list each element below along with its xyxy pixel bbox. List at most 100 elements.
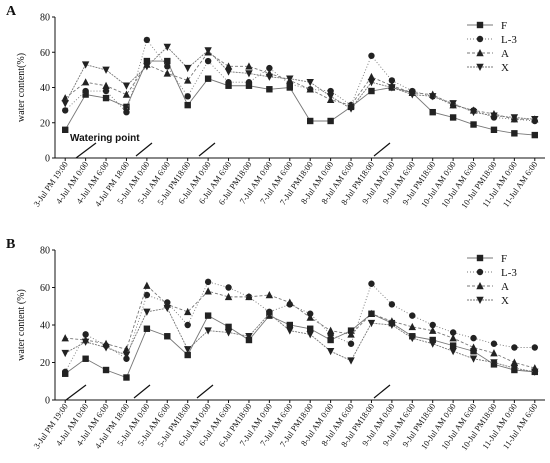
marker xyxy=(409,312,416,319)
marker xyxy=(62,126,69,133)
y-tick-label: 40 xyxy=(40,83,50,94)
marker xyxy=(184,307,192,316)
marker xyxy=(286,75,294,83)
marker xyxy=(143,281,151,289)
marker xyxy=(225,82,232,89)
marker xyxy=(347,340,355,347)
y-axis-label: water content(%) xyxy=(16,53,27,122)
marker xyxy=(184,321,191,329)
marker xyxy=(408,91,416,99)
marker xyxy=(102,366,110,374)
arrow xyxy=(135,142,153,157)
marker xyxy=(470,348,477,355)
marker xyxy=(123,108,130,116)
marker xyxy=(225,323,232,331)
marker xyxy=(123,374,130,381)
marker xyxy=(224,68,233,76)
marker xyxy=(245,70,253,78)
marker xyxy=(368,52,375,59)
series-line xyxy=(64,60,535,136)
marker xyxy=(367,79,376,87)
marker xyxy=(388,301,396,308)
marker xyxy=(368,280,375,287)
marker xyxy=(388,84,396,92)
marker xyxy=(469,355,478,363)
marker xyxy=(245,79,253,86)
marker xyxy=(511,130,518,137)
marker xyxy=(326,326,335,334)
arrow xyxy=(196,384,214,399)
marker xyxy=(265,73,274,81)
marker xyxy=(306,79,314,87)
marker xyxy=(531,368,539,376)
marker xyxy=(265,310,274,318)
marker xyxy=(163,43,171,51)
marker xyxy=(245,292,253,301)
y-tick-label: 0 xyxy=(45,154,50,165)
series-line xyxy=(64,307,535,373)
marker xyxy=(449,114,457,121)
marker xyxy=(429,93,437,101)
arrow xyxy=(373,384,391,399)
series-line xyxy=(64,313,535,379)
marker xyxy=(449,100,457,108)
marker xyxy=(476,268,484,276)
marker xyxy=(102,94,110,102)
marker xyxy=(204,327,212,335)
marker xyxy=(143,63,151,71)
marker xyxy=(429,336,436,344)
marker xyxy=(184,64,192,73)
y-axis-label: water content (%) xyxy=(16,289,27,361)
arrow xyxy=(198,142,216,157)
marker xyxy=(102,81,110,89)
marker xyxy=(327,87,334,95)
legend-label: X xyxy=(501,295,509,307)
marker xyxy=(367,72,376,81)
marker xyxy=(266,64,273,72)
marker xyxy=(184,346,192,354)
series-line xyxy=(65,284,535,369)
y-tick-label: 60 xyxy=(40,283,50,294)
arrow xyxy=(65,384,87,401)
marker xyxy=(163,304,171,313)
marker xyxy=(204,287,212,295)
marker xyxy=(245,82,253,89)
marker xyxy=(470,121,477,128)
marker xyxy=(470,334,477,342)
y-tick-label: 80 xyxy=(40,13,50,24)
annotation: Watering point xyxy=(70,133,140,144)
y-tick-label: 20 xyxy=(40,118,50,129)
marker xyxy=(449,348,457,356)
marker xyxy=(347,105,355,113)
y-tick-label: 40 xyxy=(40,321,50,332)
marker xyxy=(266,86,273,93)
marker xyxy=(204,75,212,82)
legend-label: F xyxy=(501,20,507,32)
arrow xyxy=(133,384,151,399)
marker xyxy=(204,278,212,286)
series-line xyxy=(64,38,535,122)
marker xyxy=(224,329,233,337)
marker xyxy=(286,84,293,91)
legend-label: A xyxy=(501,281,509,293)
y-tick-label: 20 xyxy=(40,358,50,369)
marker xyxy=(102,344,110,352)
marker xyxy=(531,116,539,124)
marker xyxy=(307,117,314,125)
marker xyxy=(449,334,457,342)
marker xyxy=(408,322,416,331)
marker xyxy=(245,333,253,341)
marker xyxy=(449,329,457,336)
arrow xyxy=(373,142,391,157)
marker xyxy=(62,368,69,376)
marker xyxy=(204,47,212,55)
marker xyxy=(122,351,131,359)
marker xyxy=(327,336,334,344)
marker xyxy=(143,36,151,44)
marker xyxy=(164,57,171,65)
marker xyxy=(62,107,69,114)
marker xyxy=(143,291,151,299)
marker xyxy=(490,340,498,347)
legend-label: F xyxy=(501,253,507,265)
legend-label: A xyxy=(501,48,509,60)
